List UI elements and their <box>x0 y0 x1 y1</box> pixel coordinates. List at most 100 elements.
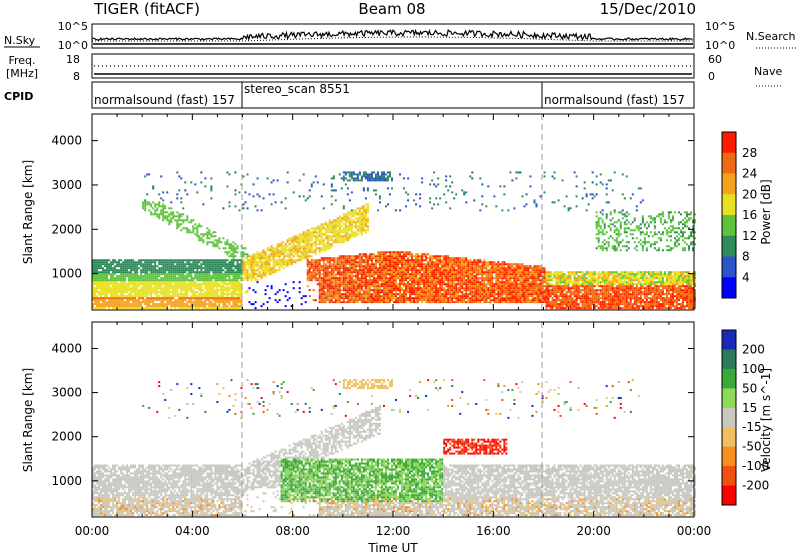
data-cell <box>413 285 416 288</box>
data-cell <box>190 291 193 294</box>
data-cell <box>292 243 295 246</box>
data-cell <box>427 261 430 264</box>
data-cell <box>322 245 325 248</box>
data-cell <box>356 227 359 230</box>
data-cell <box>220 261 223 264</box>
data-cell <box>214 261 217 264</box>
data-cell <box>360 261 363 264</box>
data-cell <box>403 263 406 266</box>
data-cell <box>360 297 363 300</box>
data-cell <box>146 271 149 274</box>
data-cell <box>407 277 410 280</box>
data-cell <box>236 283 239 286</box>
data-cell <box>308 263 311 266</box>
data-cell <box>290 263 293 266</box>
data-cell <box>382 281 385 284</box>
data-cell <box>160 213 163 216</box>
data-cell <box>358 287 361 290</box>
data-cell <box>354 299 357 302</box>
data-cell <box>278 249 281 252</box>
data-cell <box>258 253 261 256</box>
data-cell <box>266 257 269 260</box>
data-cell <box>421 177 424 180</box>
data-cell <box>445 299 448 302</box>
data-cell <box>433 289 436 292</box>
data-cell <box>453 269 456 272</box>
data-cell <box>116 285 119 288</box>
data-cell <box>356 289 359 292</box>
data-cell <box>419 197 422 200</box>
data-cell <box>423 283 426 286</box>
data-cell <box>366 211 369 214</box>
data-cell <box>162 287 165 290</box>
data-cell <box>415 267 418 270</box>
data-cell <box>270 259 273 262</box>
data-cell <box>148 259 151 262</box>
data-cell <box>336 267 339 270</box>
data-cell <box>310 263 313 266</box>
data-cell <box>94 287 97 290</box>
data-cell <box>374 271 377 274</box>
data-cell <box>100 285 103 288</box>
data-cell <box>106 303 109 306</box>
data-cell <box>409 251 412 254</box>
data-cell <box>124 265 127 268</box>
data-cell <box>423 263 426 266</box>
data-cell <box>354 179 357 182</box>
data-cell <box>344 293 347 296</box>
data-cell <box>390 285 393 288</box>
data-cell <box>180 271 183 274</box>
data-cell <box>224 293 227 296</box>
data-cell <box>388 291 391 294</box>
data-cell <box>294 241 297 244</box>
data-cell <box>102 259 105 262</box>
data-cell <box>358 261 361 264</box>
data-cell <box>176 271 179 274</box>
data-cell <box>463 269 466 272</box>
data-cell <box>336 271 339 274</box>
data-cell <box>443 259 446 262</box>
data-cell <box>328 263 331 266</box>
data-cell <box>188 265 191 268</box>
data-cell <box>170 307 173 310</box>
data-cell <box>395 289 398 292</box>
data-cell <box>390 257 393 260</box>
data-cell <box>202 241 205 244</box>
data-cell <box>282 259 285 262</box>
data-cell <box>403 257 406 260</box>
data-cell <box>380 253 383 256</box>
data-cell <box>298 247 301 250</box>
data-cell <box>370 281 373 284</box>
data-cell <box>156 303 159 306</box>
data-cell <box>425 271 428 274</box>
data-cell <box>134 277 137 280</box>
data-cell <box>338 295 341 298</box>
data-cell <box>399 261 402 264</box>
data-cell <box>154 285 157 288</box>
data-cell <box>463 301 466 304</box>
data-cell <box>166 281 169 284</box>
data-cell <box>473 199 476 202</box>
data-cell <box>403 299 406 302</box>
data-cell <box>224 261 227 264</box>
data-cell <box>364 293 367 296</box>
data-cell <box>358 285 361 288</box>
data-cell <box>168 283 171 286</box>
data-cell <box>224 271 227 274</box>
data-cell <box>154 261 157 264</box>
data-cell <box>144 259 147 262</box>
data-cell <box>370 261 373 264</box>
data-cell <box>246 259 249 262</box>
data-cell <box>268 249 271 252</box>
data-cell <box>372 257 375 260</box>
data-cell <box>136 295 139 298</box>
data-cell <box>322 247 325 250</box>
data-cell <box>336 233 339 236</box>
data-cell <box>344 237 347 240</box>
data-cell <box>178 279 181 282</box>
data-cell <box>443 287 446 290</box>
data-cell <box>352 179 355 182</box>
data-cell <box>487 289 490 292</box>
data-cell <box>467 269 470 272</box>
data-cell <box>344 261 347 264</box>
